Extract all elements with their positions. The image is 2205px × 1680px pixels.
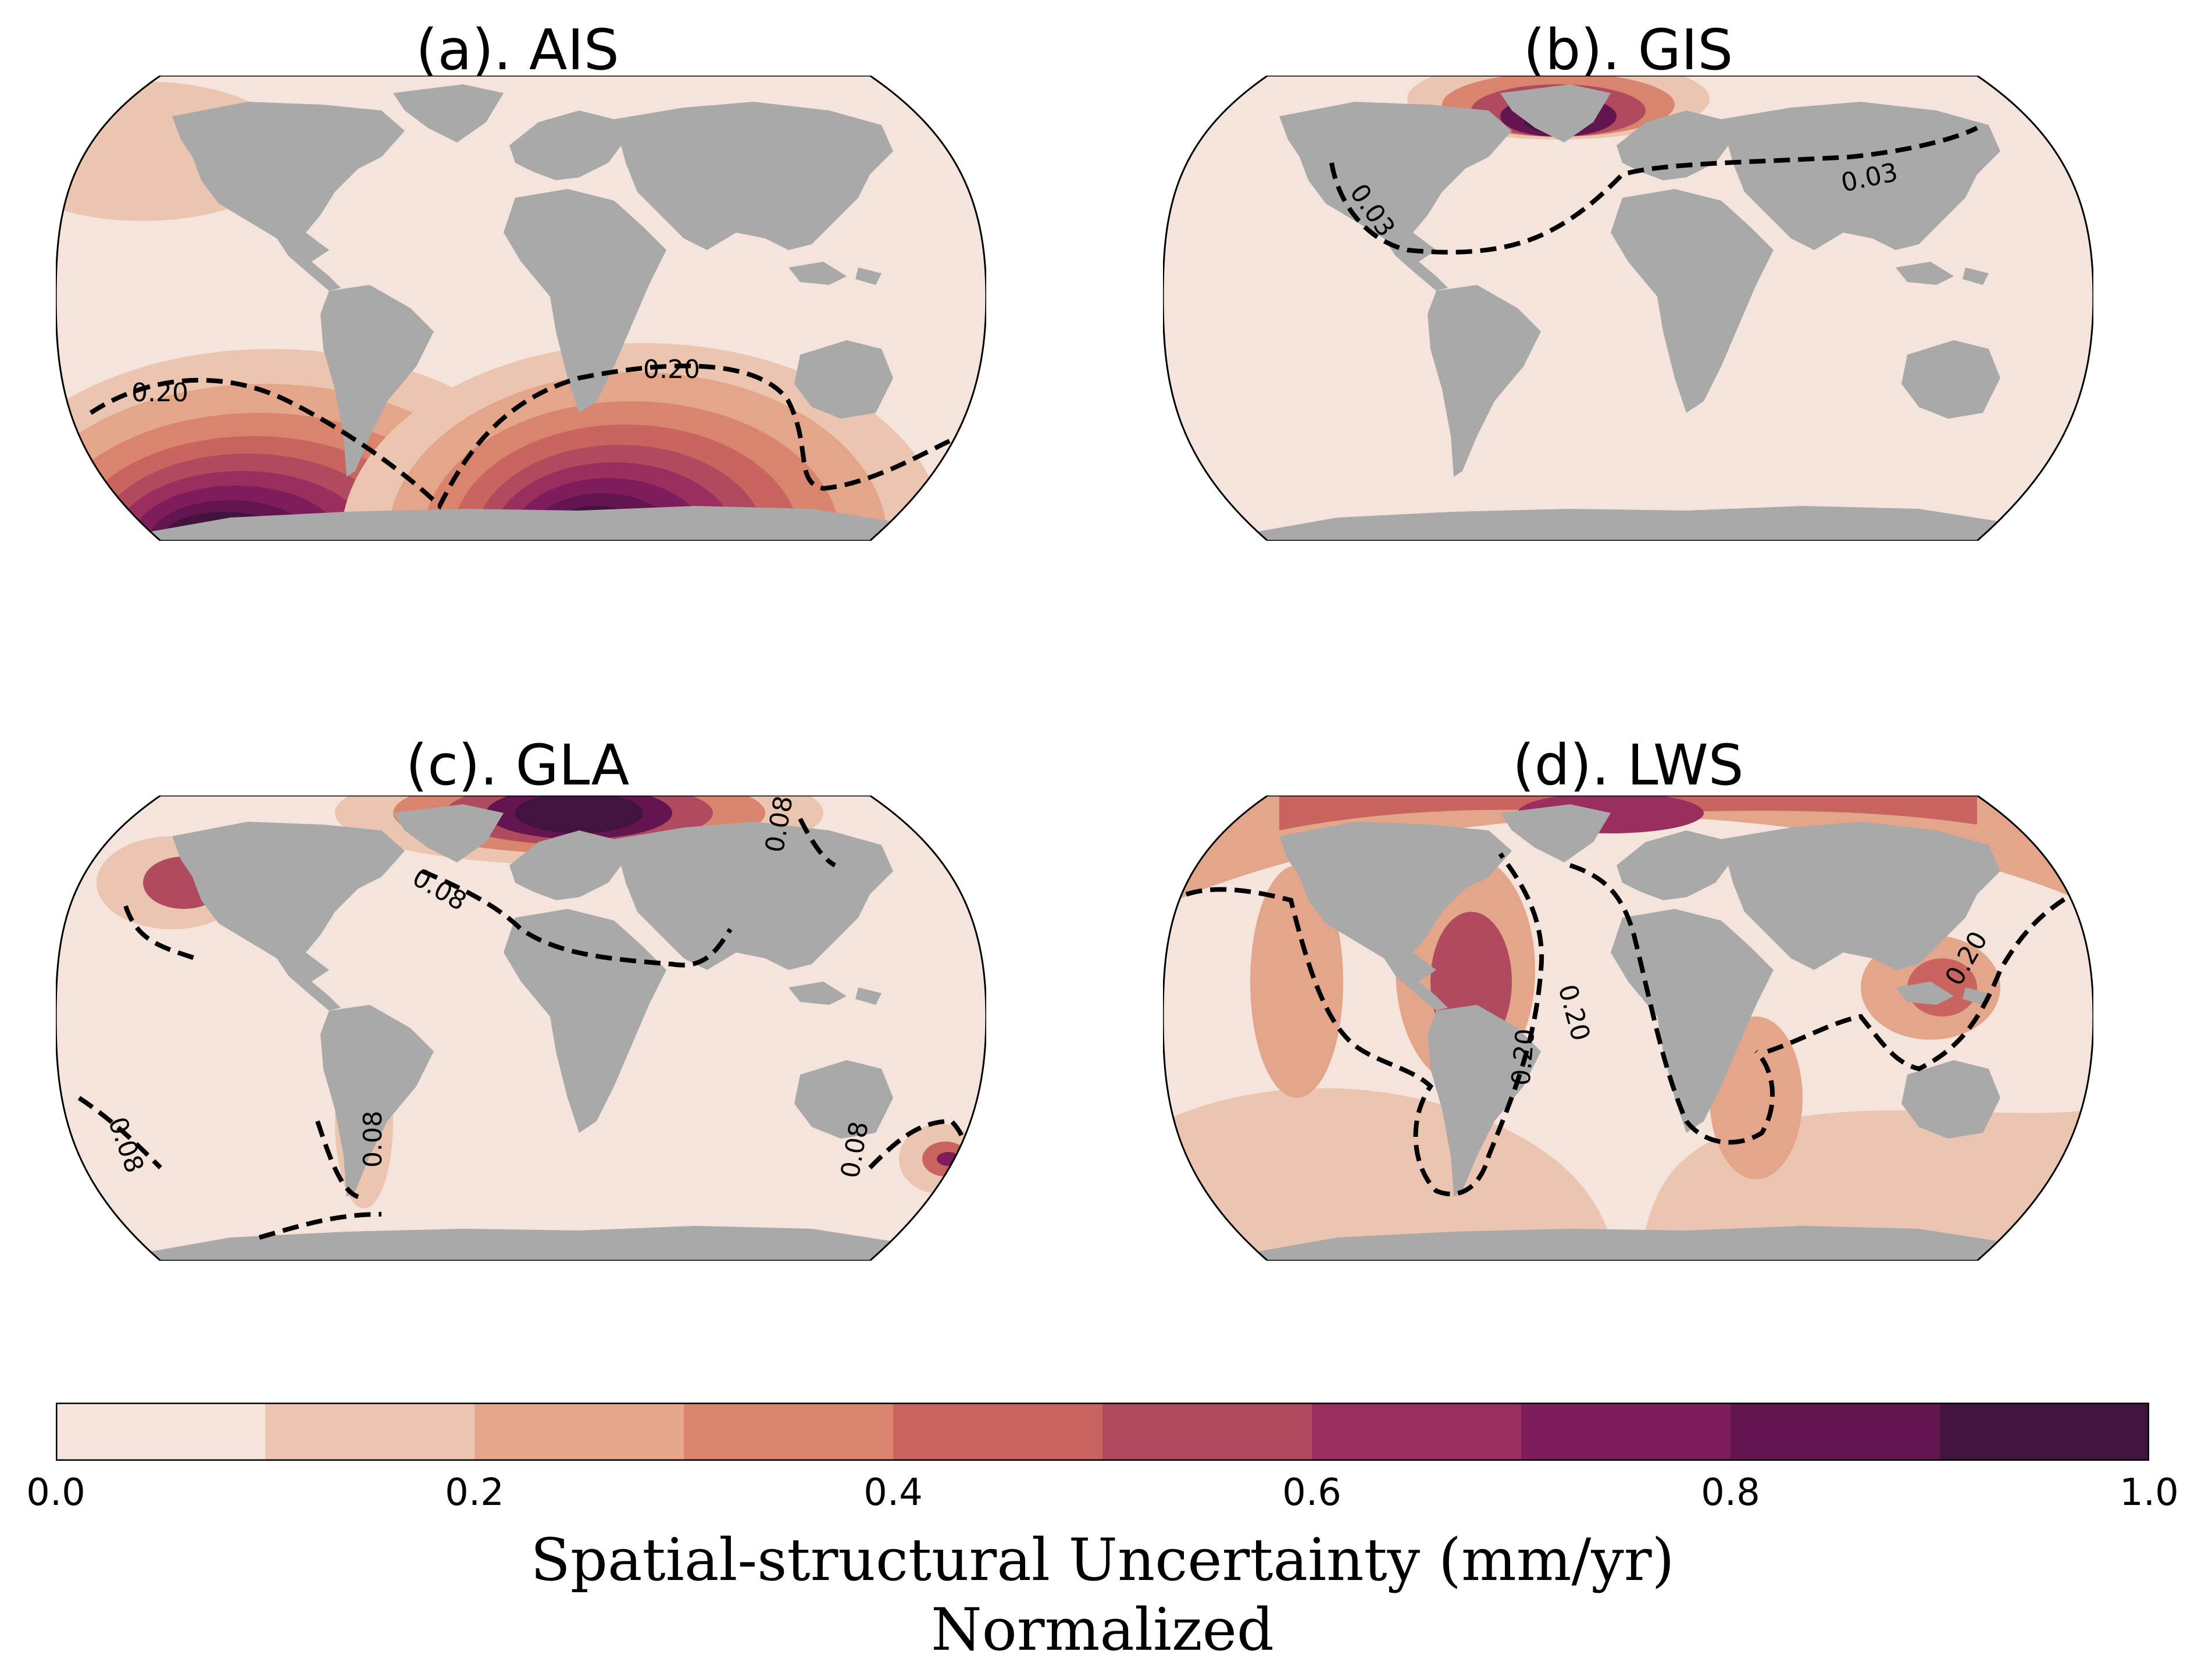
colorbar — [56, 1403, 2149, 1461]
contour-label-d-2: 0.20 — [1506, 1028, 1540, 1087]
contour-label-a-2: 0.20 — [643, 355, 700, 384]
colorbar-bin-2 — [474, 1403, 684, 1461]
colorbar-bin-1 — [265, 1403, 474, 1461]
colorbar-tick-3: 0.6 — [1282, 1471, 1341, 1514]
panel-title-d: (d). LWS — [1512, 733, 1744, 798]
contour-label-a-1: 0.20 — [131, 378, 188, 408]
colorbar-tick-0: 0.0 — [26, 1471, 85, 1514]
colorbar-tick-2: 0.4 — [864, 1471, 923, 1514]
colorbar-label-line2: Normalized — [931, 1596, 1274, 1664]
contour-label-c-3: 0.08 — [358, 1111, 388, 1168]
colorbar-bin-9 — [1940, 1403, 2149, 1461]
colorbar-tick-1: 0.2 — [445, 1471, 504, 1514]
colorbar-tick-5: 1.0 — [2120, 1471, 2179, 1514]
colorbar-bin-8 — [1731, 1403, 1940, 1461]
map-panel-c: 0.08 0.08 0.08 0.08 0.08 — [56, 796, 986, 1261]
colorbar-bin-5 — [1102, 1403, 1312, 1461]
map-panel-d: 0.20 0.20 0.20 — [1163, 796, 2093, 1261]
colorbar-bin-0 — [56, 1403, 265, 1461]
panel-title-c: (c). GLA — [405, 733, 630, 798]
colorbar-bin-4 — [893, 1403, 1102, 1461]
panel-title-b: (b). GIS — [1523, 17, 1733, 83]
colorbar-label-line1: Spatial-structural Uncertainty (mm/yr) — [530, 1526, 1675, 1594]
colorbar-bin-7 — [1521, 1403, 1731, 1461]
colorbar-bin-6 — [1312, 1403, 1521, 1461]
panel-title-a: (a). AIS — [416, 17, 619, 83]
colorbar-tick-4: 0.8 — [1701, 1471, 1760, 1514]
colorbar-bin-3 — [684, 1403, 893, 1461]
map-panel-a: 0.20 0.20 — [56, 76, 986, 541]
map-panel-b: 0.03 0.03 — [1163, 76, 2093, 541]
colorbar-border — [56, 1403, 2149, 1461]
